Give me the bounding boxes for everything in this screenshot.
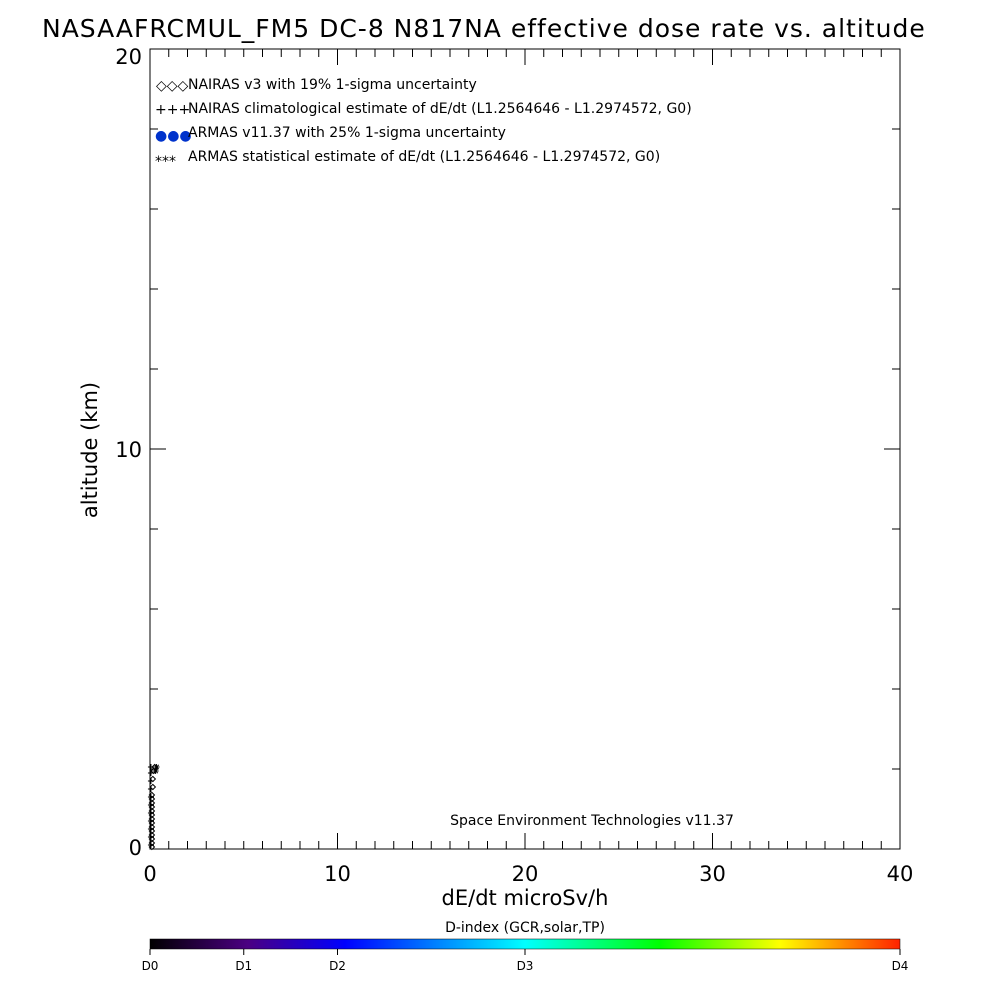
x-tick-label-0: 0 (143, 862, 156, 886)
data-point-series-0 (148, 807, 156, 815)
colorbar-label-d4: D4 (892, 959, 909, 973)
data-point-series-1 (147, 818, 154, 824)
y-tick-label-0: 0 (129, 836, 142, 860)
y-axis-ticks (150, 48, 900, 850)
plot-frame (149, 48, 901, 850)
colorbar-label-d3: D3 (517, 959, 534, 973)
data-point-series-1 (147, 786, 154, 792)
legend-label-nairas-climatological: NAIRAS climatological estimate of dE/dt … (188, 101, 692, 117)
data-point-series-0 (148, 803, 156, 811)
colorbar-label-d1: D1 (235, 959, 252, 973)
data-point-series-1 (147, 770, 154, 776)
data-point-series-1 (147, 810, 154, 816)
y-axis-label: altitude (km) (78, 382, 102, 518)
legend-label-nairas-v3: NAIRAS v3 with 19% 1-sigma uncertainty (188, 77, 477, 93)
data-point-series-1 (147, 842, 154, 848)
legend-symbol-armas-statistical: *** (155, 154, 176, 170)
x-tick-label-40: 40 (887, 862, 914, 886)
data-point-series-0 (148, 791, 156, 799)
d-index-colorbar (149, 938, 901, 950)
data-point-series-0 (148, 819, 156, 827)
x-axis-label: dE/dt microSv/h (442, 886, 609, 910)
colorbar-ticks (149, 949, 901, 955)
legend-label-armas-v11: ARMAS v11.37 with 25% 1-sigma uncertaint… (188, 125, 506, 141)
legend-symbol-nairas-v3: ◇◇◇ (156, 78, 189, 94)
data-point-series-1 (147, 826, 154, 832)
data-point-series-3 (152, 768, 159, 774)
y-tick-label-20: 20 (115, 45, 142, 69)
data-point-series-1 (147, 764, 154, 770)
data-point-series-0 (148, 811, 156, 819)
data-point-series-1 (147, 794, 154, 800)
data-point-series-0 (148, 835, 156, 843)
data-point-series-0 (148, 831, 156, 839)
data-point-series-0 (148, 843, 156, 851)
legend-symbol-armas-v11: ●●● (155, 128, 192, 144)
credit-annotation: Space Environment Technologies v11.37 (450, 813, 734, 829)
y-tick-label-10: 10 (115, 438, 142, 462)
data-point-series-1 (147, 834, 154, 840)
data-point-series-0 (148, 823, 156, 831)
legend: ◇◇◇ NAIRAS v3 with 19% 1-sigma uncertain… (155, 77, 692, 170)
data-point-series-3 (153, 764, 160, 770)
x-tick-label-30: 30 (699, 862, 726, 886)
x-tick-label-20: 20 (512, 862, 539, 886)
data-point-series-0 (148, 839, 156, 847)
chart-title: NASAAFRCMUL_FM5 DC-8 N817NA effective do… (42, 14, 926, 43)
x-axis-ticks (149, 49, 901, 849)
data-point-series-1 (147, 802, 154, 808)
colorbar-label-d0: D0 (142, 959, 159, 973)
data-point-series-1 (147, 778, 154, 784)
colorbar-title: D-index (GCR,solar,TP) (445, 920, 605, 936)
data-markers (147, 763, 160, 851)
data-point-series-0 (148, 795, 156, 803)
data-point-series-0 (148, 799, 156, 807)
x-tick-label-10: 10 (324, 862, 351, 886)
legend-label-armas-statistical: ARMAS statistical estimate of dE/dt (L1.… (188, 149, 660, 165)
colorbar-label-d2: D2 (329, 959, 346, 973)
data-point-series-0 (148, 815, 156, 823)
data-point-series-0 (148, 827, 156, 835)
legend-symbol-nairas-climatological: +++ (155, 102, 190, 118)
